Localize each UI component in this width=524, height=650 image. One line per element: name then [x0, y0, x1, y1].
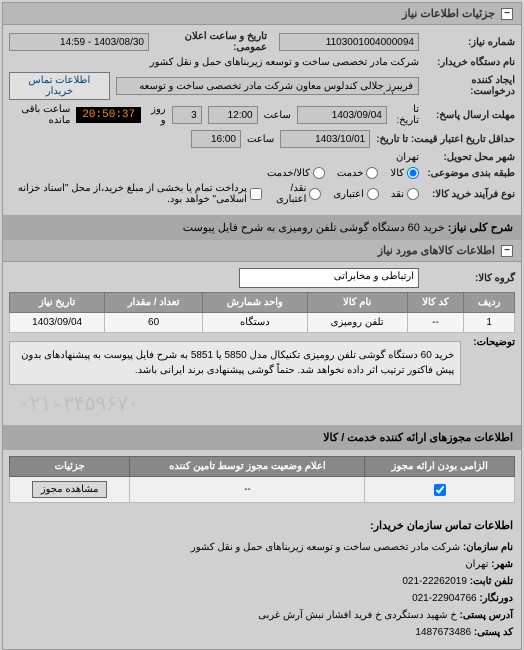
watermark: ۰۲۱-۳۴۵۹۶۷۰: [9, 389, 515, 419]
post-label: کد پستی:: [474, 627, 513, 638]
contact-city-value: تهران: [465, 559, 488, 570]
org-label: نام سازمان:: [463, 542, 513, 553]
validity-time-label: ساعت: [247, 134, 274, 145]
deadline-send-label: مهلت ارسال پاسخ:: [425, 110, 515, 121]
goods-header: − اطلاعات کالاهای مورد نیاز: [3, 240, 521, 262]
buyer-value: شرکت مادر تخصصی ساخت و توسعه زیربناهای ح…: [150, 57, 419, 68]
details-header: − جزئیات اطلاعات نیاز: [3, 3, 521, 25]
creator-label: ایجاد کننده درخواست:: [425, 75, 515, 97]
countdown-timer: 20:50:37: [76, 107, 141, 123]
radio-naghd-etebari[interactable]: نقد/اعتباری: [274, 183, 322, 205]
main-desc-value: خرید 60 دستگاه گوشی تلفن رومیزی به شرح ف…: [183, 222, 445, 234]
announce-label: تاریخ و ساعت اعلان عمومی:: [155, 31, 267, 53]
radio-khadmat-input[interactable]: [366, 167, 378, 179]
contact-block: اطلاعات تماس سازمان خریدار: نام سازمان: …: [3, 509, 521, 649]
radio-etebari[interactable]: اعتباری: [333, 188, 378, 200]
city-label: شهر محل تحویل:: [425, 152, 515, 163]
col-date: تاریخ نیاز: [10, 293, 105, 313]
process-label: نوع فرآیند خرید کالا:: [425, 189, 515, 200]
deadline-time-input: [208, 106, 258, 124]
col-qty: تعداد / مقدار: [105, 293, 203, 313]
perm-col-mandatory: الزامی بودن ارائه مجوز: [365, 457, 515, 477]
checkbox-note-input[interactable]: [250, 188, 262, 200]
contact-city-label: شهر:: [491, 559, 513, 570]
collapse-icon[interactable]: −: [501, 245, 513, 257]
main-desc-label: شرح کلی نیاز:: [448, 222, 513, 234]
remain-suffix: ساعت باقی مانده: [9, 104, 70, 126]
table-row: -- مشاهده مجوز: [10, 477, 515, 503]
col-unit: واحد شمارش: [202, 293, 307, 313]
group-label: گروه کالا:: [425, 273, 515, 284]
post-value: 1487673486: [415, 627, 471, 638]
perm-col-status: اعلام وضعیت مجوز توسط تامین کننده: [130, 457, 365, 477]
desc-label: توضیحات:: [473, 337, 515, 348]
validity-time-input: [191, 130, 241, 148]
mandatory-checkbox[interactable]: [434, 484, 446, 496]
col-name: نام کالا: [307, 293, 407, 313]
phone-value: 22262019-021: [402, 576, 467, 587]
contact-title: اطلاعات تماس سازمان خریدار:: [11, 517, 513, 536]
validity-label: حداقل تاریخ اعتبار قیمت: تا تاریخ:: [376, 134, 515, 145]
col-row: ردیف: [464, 293, 515, 313]
radio-kala[interactable]: کالا: [390, 167, 419, 179]
buyer-label: نام دستگاه خریدار:: [425, 57, 515, 68]
remain-days-input: [172, 106, 202, 124]
goods-title: اطلاعات کالاهای مورد نیاز: [378, 244, 495, 257]
city-value: تهران: [396, 152, 419, 163]
perm-col-details: جزئیات: [10, 457, 130, 477]
checkbox-note[interactable]: پرداخت تمام یا بخشی از مبلغ خرید،از محل …: [9, 183, 262, 205]
radio-both-input[interactable]: [313, 167, 325, 179]
addr-value: خ شهید دستگردی خ فرید افشار نبش آرش غربی: [258, 610, 456, 621]
view-permit-button[interactable]: مشاهده مجوز: [32, 481, 108, 498]
radio-kala-input[interactable]: [407, 167, 419, 179]
fax-label: دورنگار:: [479, 593, 513, 604]
permits-table: الزامی بودن ارائه مجوز اعلام وضعیت مجوز …: [9, 456, 515, 503]
goods-table: ردیف کد کالا نام کالا واحد شمارش تعداد /…: [9, 292, 515, 333]
deadline-to-label: تا تاریخ:: [393, 104, 419, 126]
radio-khadmat[interactable]: خدمت: [337, 167, 379, 179]
contact-buyer-button[interactable]: اطلاعات تماس خریدار: [9, 72, 110, 100]
group-dropdown[interactable]: ارتباطی و مخابراتی: [239, 268, 419, 288]
deadline-time-label: ساعت: [264, 110, 291, 121]
radio-both[interactable]: کالا/خدمت: [267, 167, 325, 179]
addr-label: آدرس پستی:: [460, 610, 513, 621]
desc-text: خرید 60 دستگاه گوشی تلفن رومیزی تکنیکال …: [9, 341, 461, 385]
col-code: کد کالا: [407, 293, 464, 313]
deadline-date-input: [297, 106, 387, 124]
phone-label: تلفن ثابت:: [470, 576, 513, 587]
permits-title: اطلاعات مجوزهای ارائه کننده خدمت / کالا: [3, 425, 521, 450]
header-title: جزئیات اطلاعات نیاز: [402, 7, 495, 20]
collapse-icon[interactable]: −: [501, 8, 513, 20]
req-no-label: شماره نیاز:: [425, 37, 515, 48]
creator-value: فریبرز جلالی کندلوس معاون شرکت مادر تخصص…: [116, 77, 419, 95]
fax-value: 22904766-021: [412, 593, 477, 604]
org-value: شرکت مادر تخصصی ساخت و توسعه زیربناهای ح…: [191, 542, 460, 553]
validity-date-input: [280, 130, 370, 148]
category-label: طبقه بندی موضوعی:: [425, 168, 515, 179]
radio-naghd-etebari-input[interactable]: [309, 188, 321, 200]
announce-input: [9, 33, 149, 51]
req-no-input: [279, 33, 419, 51]
table-row: 1 -- تلفن رومیزی دستگاه 60 1403/09/04: [10, 313, 515, 333]
radio-etebari-input[interactable]: [367, 188, 379, 200]
radio-naghd-input[interactable]: [407, 188, 419, 200]
remain-days-label: روز و: [147, 104, 165, 126]
radio-naghd[interactable]: نقد: [391, 188, 419, 200]
